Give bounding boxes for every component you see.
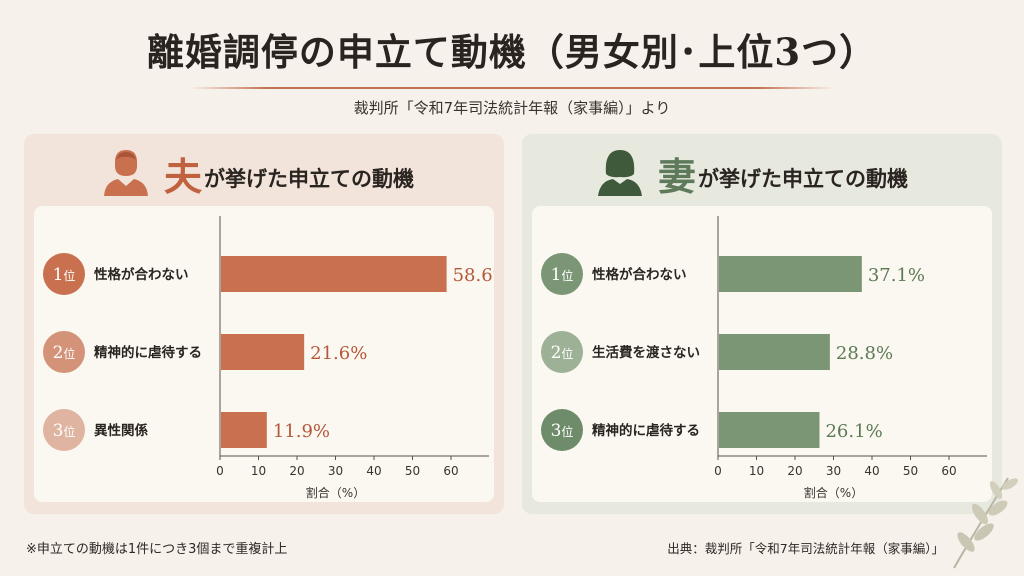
x-tick-label: 0 (216, 464, 224, 478)
data-bar (719, 334, 830, 370)
rank-label: 1位 (551, 265, 574, 285)
rank-badge (541, 253, 583, 295)
value-label: 58.6% (453, 265, 494, 286)
husband-panel: 夫が挙げた申立ての動機 0 10 20 30 40 50 60 割合（%） 1位 性格が合わない 5… (24, 134, 504, 514)
category-label: 生活費を渡さない (592, 344, 700, 361)
husband-label: 夫 (164, 154, 203, 199)
category-label: 性格が合わない (94, 266, 189, 283)
x-tick-label: 0 (714, 464, 722, 478)
rank-label: 1位 (53, 265, 76, 285)
value-label: 26.1% (825, 421, 882, 442)
x-tick-label: 40 (864, 464, 879, 478)
x-tick-label: 20 (289, 464, 304, 478)
husband-panel-header: 夫が挙げた申立ての動機 (24, 134, 504, 204)
value-label: 21.6% (310, 343, 367, 364)
x-tick-label: 50 (903, 464, 918, 478)
data-bar (221, 334, 305, 370)
x-tick-label: 30 (328, 464, 343, 478)
x-tick-label: 60 (443, 464, 458, 478)
data-bar (221, 256, 447, 292)
category-label: 精神的に虐待する (592, 422, 700, 439)
rank-badge (43, 331, 85, 373)
man-icon (104, 150, 148, 196)
category-label: 精神的に虐待する (94, 344, 202, 361)
wife-panel-header: 妻が挙げた申立ての動機 (522, 134, 1002, 204)
husband-chart-card: 0 10 20 30 40 50 60 割合（%） 1位 性格が合わない 58.6% 2位 精神的に虐待… (34, 206, 494, 502)
rank-label: 3位 (53, 421, 76, 441)
footnote: ※申立ての動機は1件につき3個まで重複計上 (26, 542, 288, 557)
data-bar (221, 412, 267, 448)
page-title: 離婚調停の申立て動機（男女別･上位3つ） (146, 30, 878, 74)
husband-panel-title: 夫が挙げた申立ての動機 (164, 146, 414, 201)
rank-badge (541, 409, 583, 451)
x-tick-label: 50 (405, 464, 420, 478)
category-label: 異性関係 (94, 422, 148, 439)
rank-badge (43, 409, 85, 451)
wife-panel-title: 妻が挙げた申立ての動機 (658, 146, 908, 201)
wife-label: 妻 (658, 154, 697, 199)
title-divider (190, 87, 834, 89)
woman-icon (598, 150, 642, 196)
x-tick-label: 10 (251, 464, 266, 478)
source-citation: 出典：裁判所「令和7年司法統計年報（家事編）」 (667, 541, 944, 556)
value-label: 28.8% (836, 343, 893, 364)
wife-bar-chart: 0 10 20 30 40 50 60 割合（%） 1位 性格が合わない 37.1% 2位 生活費を渡さ… (541, 216, 987, 500)
x-axis-title: 割合（%） (804, 485, 863, 500)
x-tick-label: 30 (826, 464, 841, 478)
wife-chart-card: 0 10 20 30 40 50 60 割合（%） 1位 性格が合わない 37.1% 2位 生活費を渡さ… (532, 206, 992, 502)
rank-badge (541, 331, 583, 373)
x-axis-title: 割合（%） (306, 485, 365, 500)
husband-bar-chart: 0 10 20 30 40 50 60 割合（%） 1位 性格が合わない 58.6% 2位 精神的に虐待… (43, 216, 494, 500)
rank-label: 2位 (53, 343, 76, 363)
husband-title-rest: が挙げた申立ての動機 (204, 167, 415, 191)
value-label: 37.1% (868, 265, 925, 286)
leaf-branch-icon (953, 477, 1019, 569)
x-tick-label: 40 (366, 464, 381, 478)
x-tick-label: 60 (941, 464, 956, 478)
page-subtitle: 裁判所「令和7年司法統計年報（家事編）」より (353, 99, 671, 117)
x-tick-label: 20 (787, 464, 802, 478)
category-label: 性格が合わない (592, 266, 687, 283)
x-tick-label: 10 (749, 464, 764, 478)
rank-label: 2位 (551, 343, 574, 363)
wife-title-rest: が挙げた申立ての動機 (698, 167, 909, 191)
value-label: 11.9% (273, 421, 330, 442)
wife-panel: 妻が挙げた申立ての動機 0 10 20 30 40 50 60 割合（%） 1位 性格が合わない 3… (522, 134, 1002, 514)
rank-badge (43, 253, 85, 295)
rank-label: 3位 (551, 421, 574, 441)
data-bar (719, 412, 820, 448)
data-bar (719, 256, 862, 292)
